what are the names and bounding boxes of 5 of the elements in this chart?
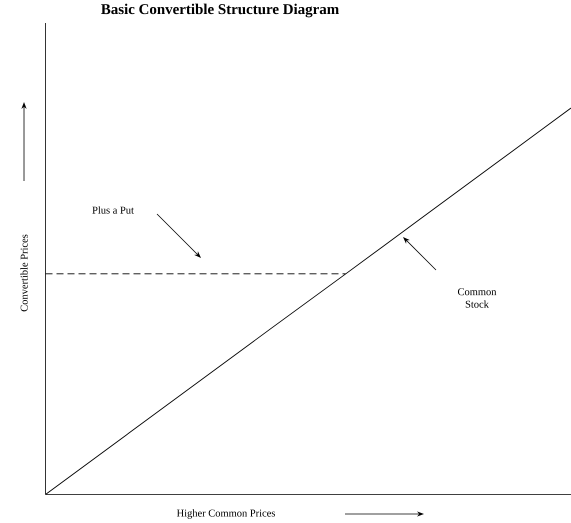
annotation: Common Stock (458, 288, 496, 308)
annotation: Plus a Put (92, 206, 134, 214)
x-axis-title: Higher Common Prices (176, 509, 276, 519)
chart-title: Basic Convertible Structure Diagram (101, 4, 339, 18)
y-axis-title: Convertible Prices (20, 234, 28, 312)
